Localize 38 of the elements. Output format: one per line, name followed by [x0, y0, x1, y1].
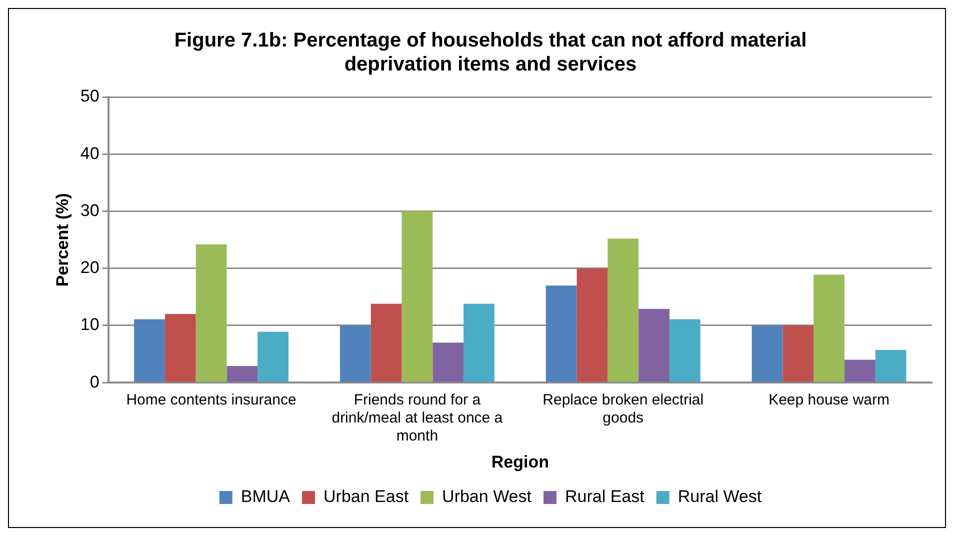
bar [669, 319, 700, 382]
y-tick-label: 0 [90, 372, 100, 392]
x-tick-label: Keep house warm [768, 392, 890, 409]
bar [464, 304, 494, 382]
bar [844, 360, 876, 382]
y-axis-title: Percent (%) [52, 193, 72, 287]
y-tick-label: 20 [80, 258, 100, 278]
bar [370, 304, 402, 382]
legend-label: Urban West [442, 487, 532, 506]
legend-label: BMUA [240, 487, 291, 506]
bar [226, 366, 258, 382]
legend-label: Rural West [678, 487, 762, 506]
bar [638, 308, 670, 382]
y-tick-label: 10 [80, 315, 100, 334]
y-tick-label: 40 [80, 144, 100, 163]
x-tick-label: Replace broken electrial goods [542, 392, 704, 427]
bar [782, 325, 814, 382]
bar [164, 314, 196, 382]
x-tick-label: Friends round for a drink/meal at least once a month [332, 392, 504, 445]
legend-label: Rural East [564, 487, 645, 506]
bar [546, 285, 577, 382]
bar [875, 350, 906, 382]
bar [134, 319, 165, 382]
bar [196, 244, 227, 382]
x-axis-title: Region [491, 452, 549, 472]
bar [258, 332, 288, 382]
legend-label: Urban East [324, 487, 409, 506]
x-tick-label: Home contents insurance [126, 392, 296, 409]
bar [608, 238, 639, 382]
bar [340, 325, 371, 382]
bar [432, 342, 464, 382]
bar [752, 325, 783, 382]
bar [576, 268, 608, 382]
chart-title: Figure 7.1b: Percentage of households that can not afford material deprivation items and services [174, 30, 807, 76]
bar [402, 211, 433, 382]
y-tick-label: 50 [80, 86, 100, 106]
y-tick-label: 30 [80, 200, 100, 220]
bar [814, 274, 844, 382]
